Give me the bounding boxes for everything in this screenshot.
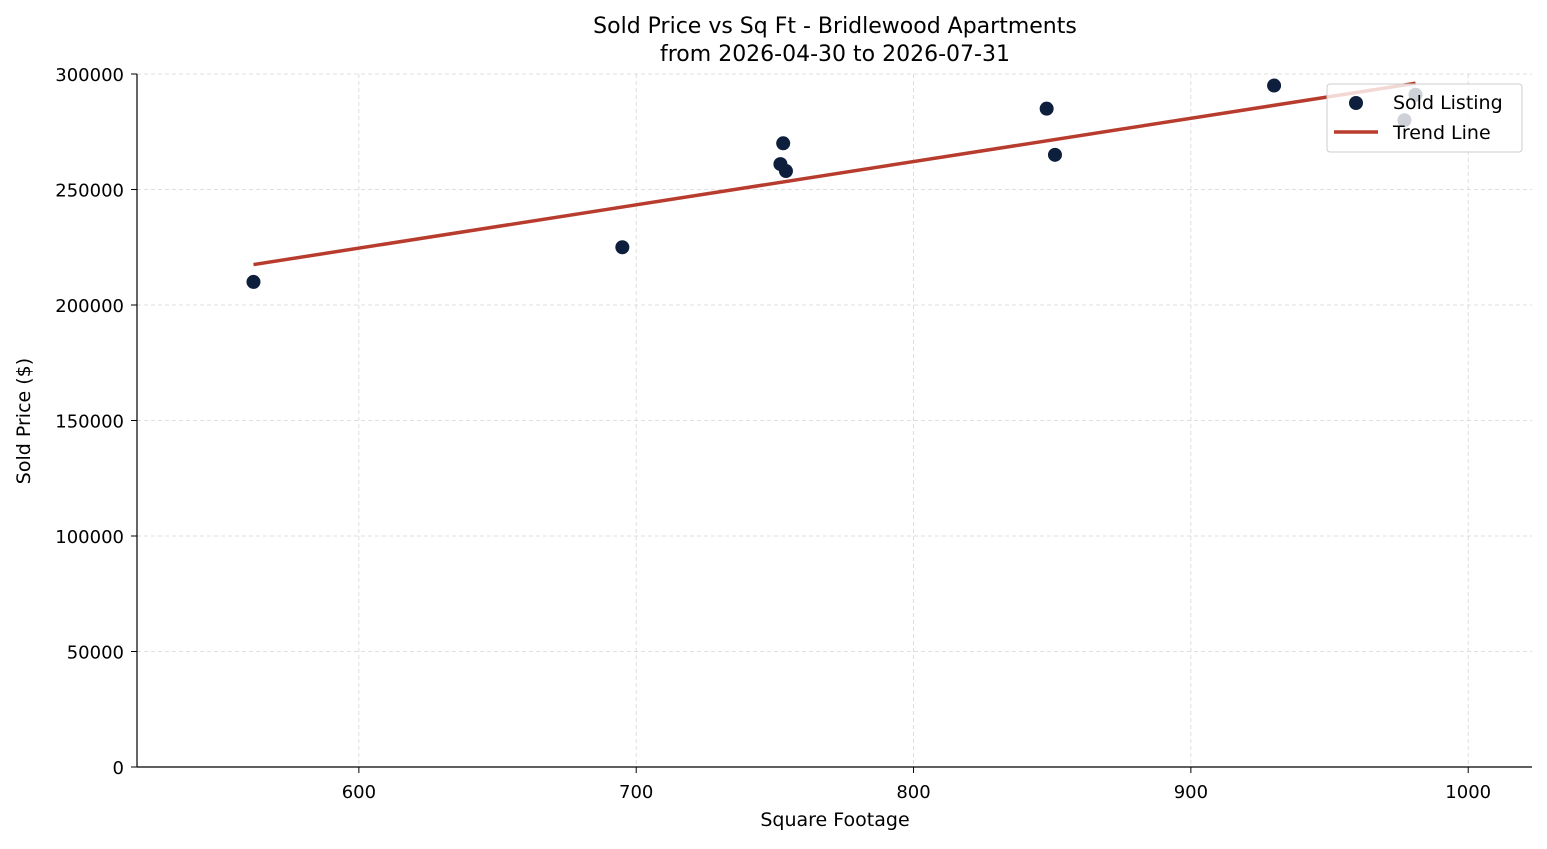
scatter-point [246,274,261,289]
scatter-point [1267,78,1282,93]
y-tick-label: 300000 [55,65,124,86]
x-tick-label: 1000 [1445,782,1491,803]
y-tick-label: 100000 [55,527,124,548]
scatter-point [615,240,630,255]
chart-subtitle: from 2026-04-30 to 2026-07-31 [660,42,1010,67]
y-tick-label: 50000 [67,643,124,664]
legend-label-sold-listing: Sold Listing [1393,92,1503,114]
x-ticks: 600 700 800 900 1000 [342,767,1491,803]
chart-title: Sold Price vs Sq Ft - Bridlewood Apartme… [593,14,1077,39]
x-tick-label: 900 [1174,782,1208,803]
y-tick-label: 200000 [55,296,124,317]
series [246,78,1423,289]
x-tick-label: 800 [896,782,930,803]
y-axis-label: Sold Price ($) [13,358,35,484]
x-axis-label: Square Footage [760,809,909,831]
y-tick-label: 0 [113,758,124,779]
scatter-point [1047,147,1062,162]
scatter-point [1039,101,1054,116]
y-tick-label: 250000 [55,181,124,202]
scatter-point [776,136,791,151]
x-tick-label: 700 [619,782,653,803]
y-ticks: 0 50000 100000 150000 200000 250000 300000 [55,65,137,779]
legend: Sold Listing Trend Line [1326,83,1523,153]
legend-box [1326,83,1523,153]
grid [137,73,1532,767]
x-tick-label: 600 [342,782,376,803]
legend-marker-sold-listing [1349,96,1363,110]
trend-line [253,81,1416,267]
scatter-point [778,164,793,179]
y-tick-label: 150000 [55,412,124,433]
legend-label-trend-line: Trend Line [1392,122,1491,144]
